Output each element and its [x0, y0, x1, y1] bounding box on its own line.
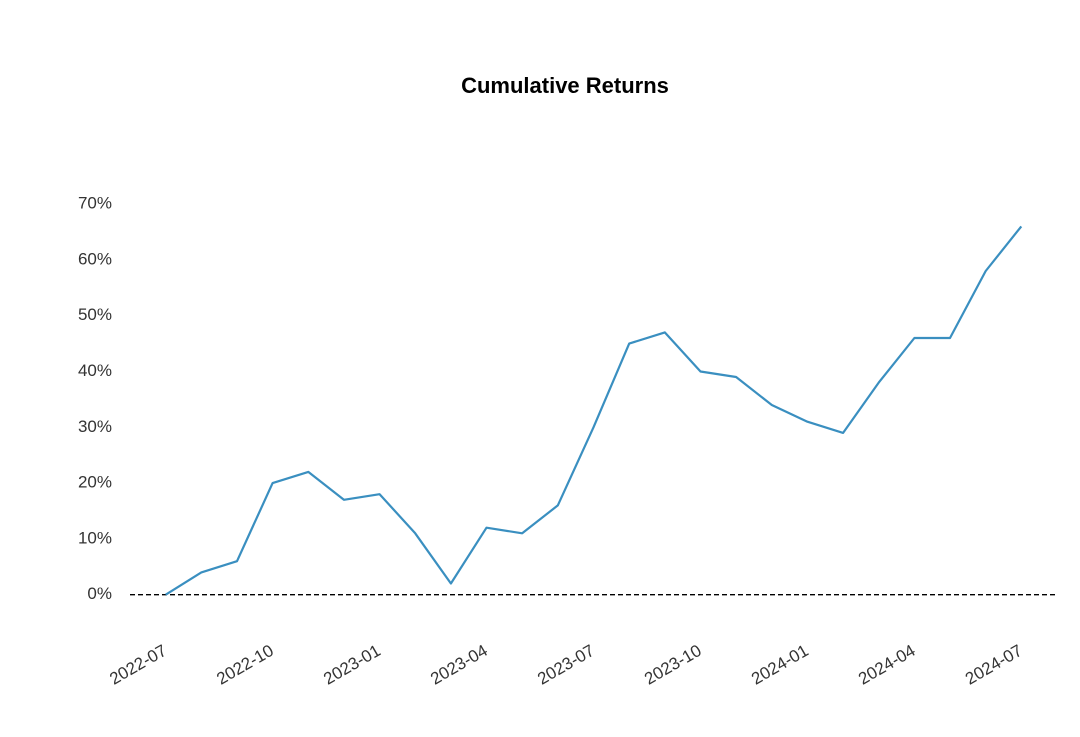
y-tick-label: 10% — [78, 528, 112, 547]
line-series — [165, 225, 1023, 596]
y-tick-label: 40% — [78, 361, 112, 380]
y-tick-label: 70% — [78, 194, 112, 213]
x-tick-label: 2024-01 — [748, 641, 812, 689]
x-tick-label: 2023-01 — [320, 641, 384, 689]
y-tick-label: 30% — [78, 417, 112, 436]
y-tick-label: 60% — [78, 249, 112, 268]
y-tick-label: 20% — [78, 473, 112, 492]
x-tick-label: 2022-10 — [213, 641, 277, 689]
x-tick-label: 2023-04 — [427, 641, 491, 689]
x-tick-label: 2024-04 — [855, 641, 919, 689]
x-tick-label: 2022-07 — [106, 641, 170, 689]
y-tick-label: 0% — [87, 584, 112, 603]
chart-title: Cumulative Returns — [461, 73, 669, 98]
x-tick-label: 2023-10 — [641, 641, 705, 689]
x-tick-label: 2024-07 — [962, 641, 1026, 689]
x-tick-label: 2023-07 — [534, 641, 598, 689]
y-tick-label: 50% — [78, 305, 112, 324]
